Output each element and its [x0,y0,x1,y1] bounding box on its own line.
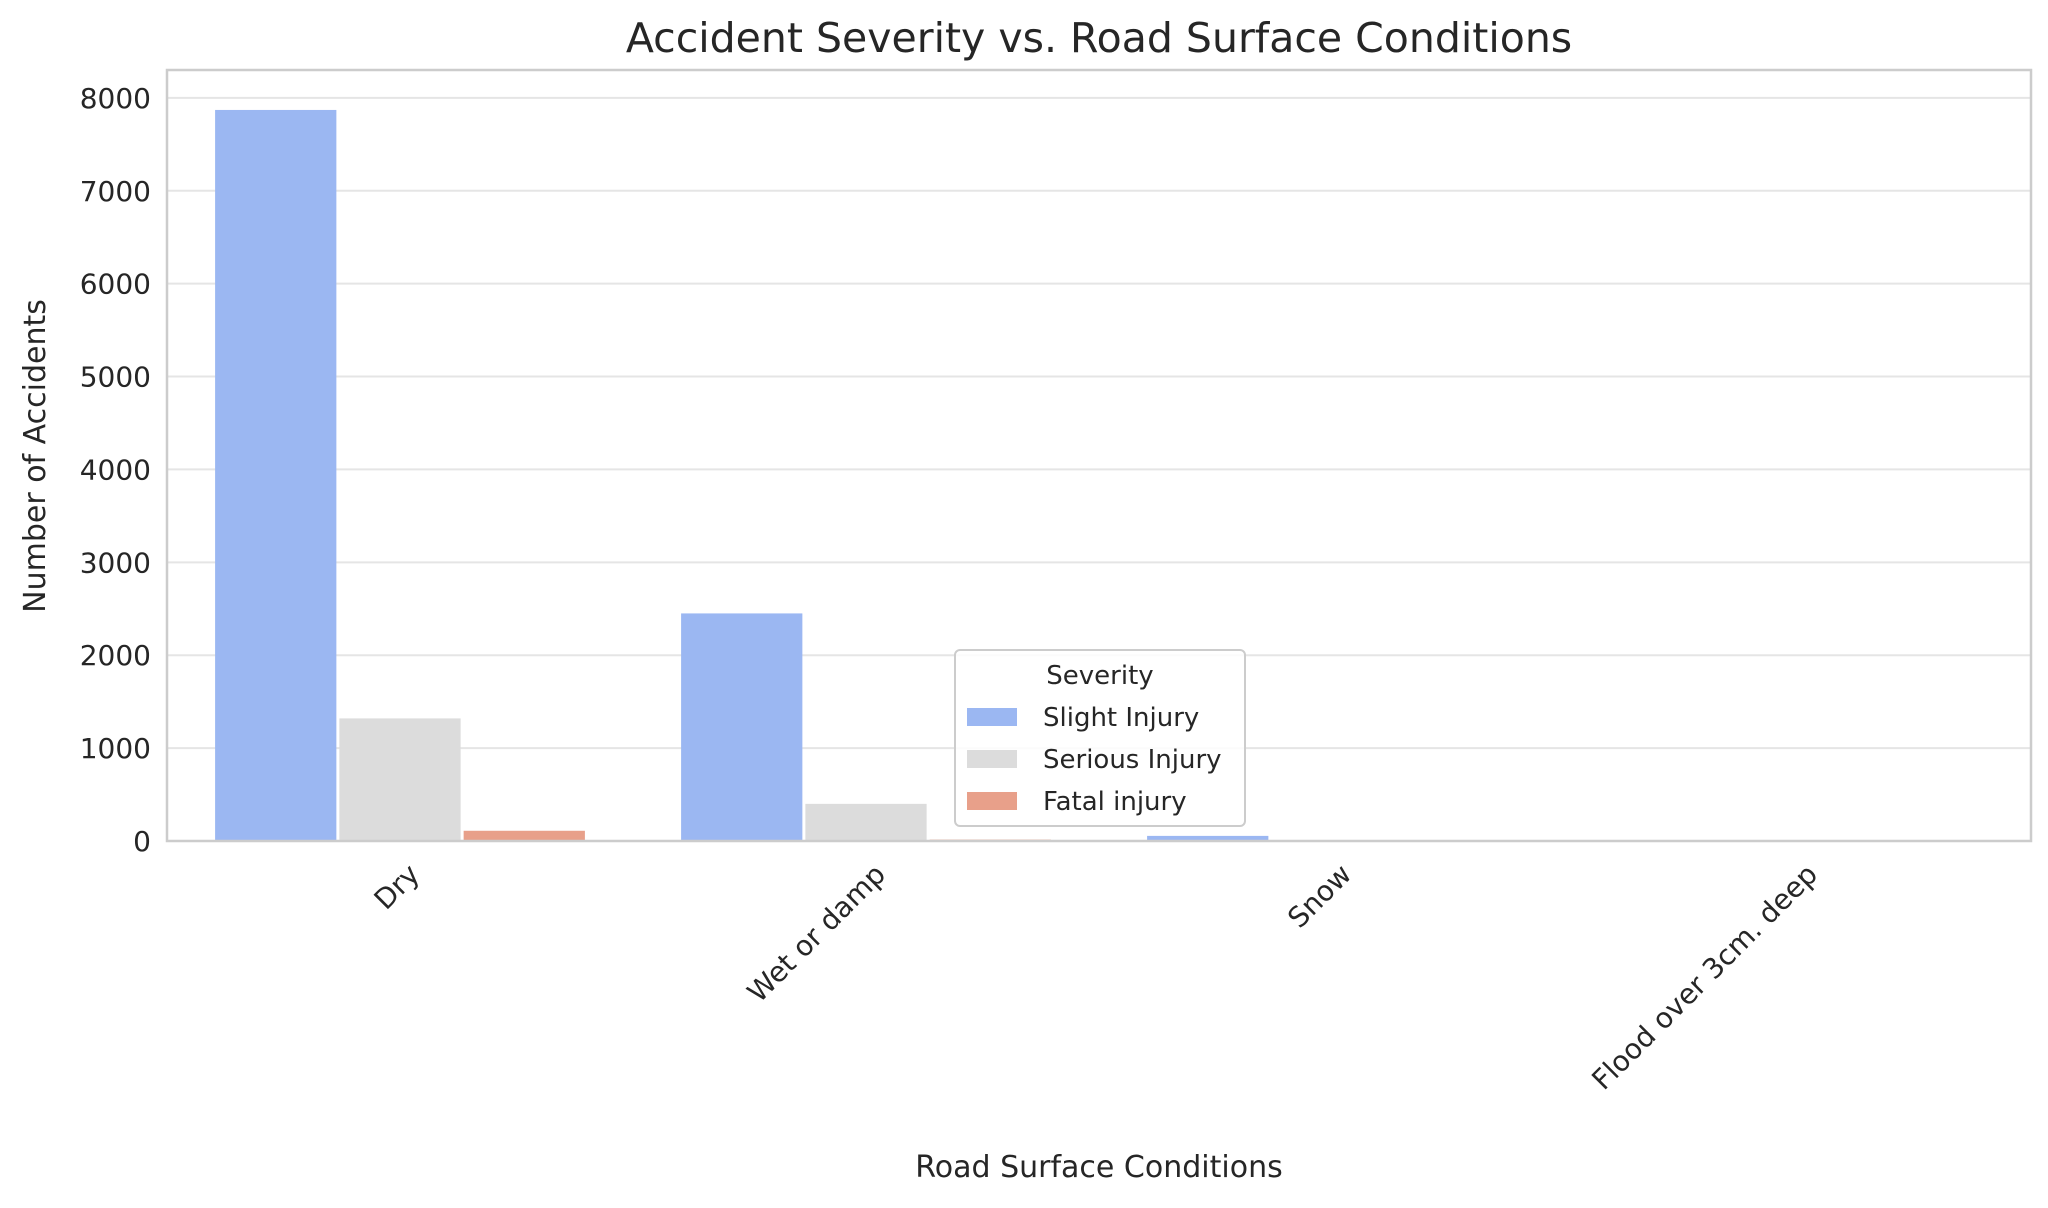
y-tick-label: 8000 [80,82,151,115]
y-tick-label: 5000 [80,361,151,394]
bar-serious-injury-0 [339,718,460,841]
x-tick-label: Flood over 3cm. deep [1585,858,1824,1097]
y-axis-ticks: 0 1000 2000 3000 4000 5000 6000 7000 8000 [80,82,151,858]
y-tick-label: 2000 [80,639,151,672]
y-tick-label: 4000 [80,453,151,486]
legend-swatch [967,792,1017,810]
legend-label: Serious Injury [1043,745,1222,775]
bar-slight-injury-0 [215,110,336,841]
y-tick-label: 7000 [80,175,151,208]
y-tick-label: 3000 [80,546,151,579]
legend-swatch [967,750,1017,768]
x-tick-label: Wet or damp [741,858,892,1009]
y-tick-label: 6000 [80,268,151,301]
x-axis-label: Road Surface Conditions [915,1150,1282,1185]
x-tick-label: Dry [368,858,426,916]
legend-title: Severity [1046,661,1153,691]
x-axis-ticks: Dry Wet or damp Snow Flood over 3cm. deep [368,858,1824,1097]
y-tick-label: 1000 [80,732,151,765]
bar-serious-injury-1 [805,804,926,841]
legend: Severity Slight Injury Serious Injury Fata… [955,650,1245,826]
bar-fatal-injury-0 [464,831,585,841]
legend-items: Slight Injury Serious Injury Fatal injury [967,703,1222,817]
bar-slight-injury-1 [681,613,802,841]
x-tick-label: Snow [1281,858,1358,935]
legend-label: Fatal injury [1043,787,1187,817]
y-tick-label: 0 [133,825,151,858]
legend-label: Slight Injury [1043,703,1199,733]
y-axis-label: Number of Accidents [18,299,53,613]
legend-swatch [967,708,1017,726]
chart-title: Accident Severity vs. Road Surface Condi… [626,14,1572,62]
